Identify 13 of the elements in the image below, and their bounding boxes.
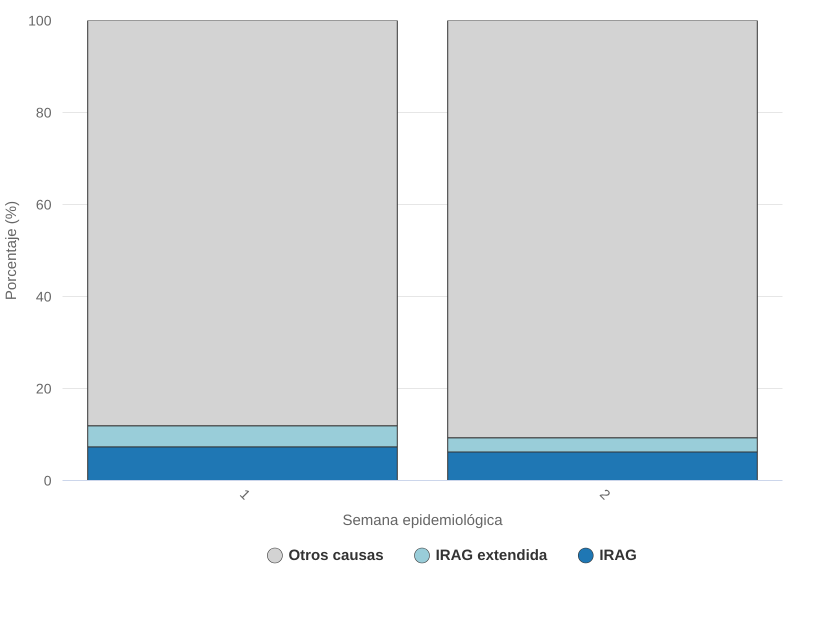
y-tick-label: 80	[36, 104, 52, 120]
y-tick-label: 20	[36, 380, 52, 396]
y-tick-label: 40	[36, 288, 52, 304]
y-axis-title: Porcentaje (%)	[3, 200, 20, 300]
y-tick-label: 100	[28, 12, 52, 28]
legend-label: IRAG	[599, 547, 637, 564]
x-tick-label: 1	[236, 486, 254, 503]
x-axis-title: Semana epidemiológica	[342, 512, 504, 530]
x-tick-label: 2	[596, 486, 614, 503]
legend-label: Otros causas	[288, 547, 384, 564]
legend-label: IRAG extendida	[436, 547, 548, 564]
y-tick-label: 60	[36, 196, 52, 212]
y-tick-label: 0	[44, 472, 52, 488]
